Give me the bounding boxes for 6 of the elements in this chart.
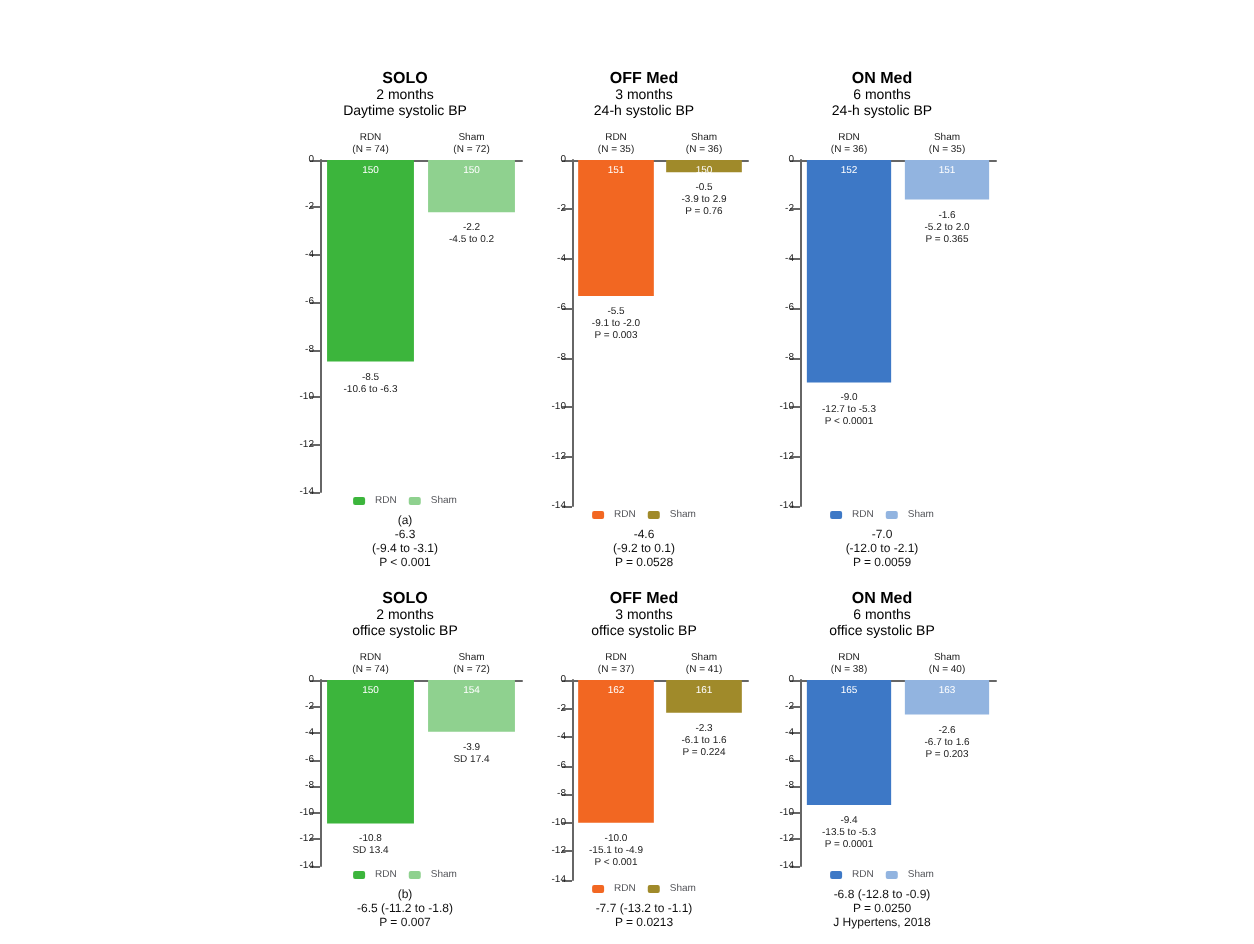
chart-title: OFF Med: [609, 589, 679, 607]
chart-title: SOLO: [382, 589, 428, 607]
chart-title: ON Med: [851, 69, 913, 87]
chart-title: OFF Med: [609, 69, 679, 87]
chart-title: SOLO: [382, 69, 428, 87]
chart-title: ON Med: [851, 589, 913, 607]
